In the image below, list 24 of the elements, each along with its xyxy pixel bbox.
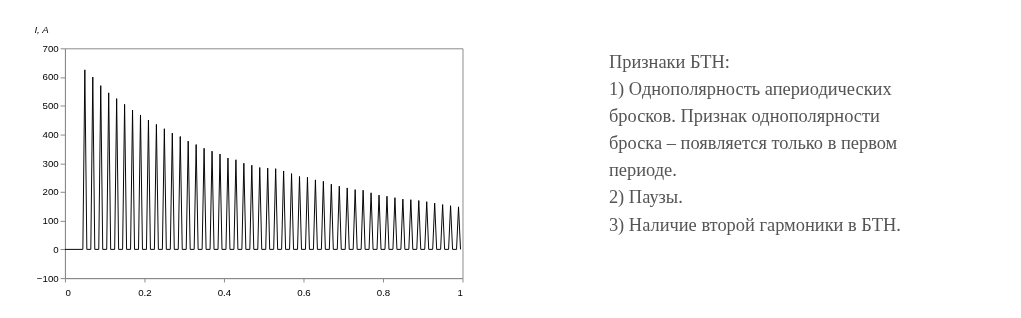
- y-tick-label: 100: [42, 215, 60, 227]
- x-tick-label: 0.8: [376, 287, 391, 299]
- y-tick-label: 0: [53, 243, 60, 255]
- y-tick-label: 600: [42, 71, 60, 83]
- text: броска – появляется только в первом: [608, 133, 898, 154]
- y-tick-label: 300: [42, 157, 60, 169]
- text: 3) Наличие второй гармоники в БТН.: [608, 214, 901, 236]
- x-tick-label: 0: [65, 287, 72, 299]
- x-tick-label: 1: [457, 287, 463, 299]
- x-tick-label: 0.2: [138, 287, 152, 299]
- y-axis-title: I, A: [34, 24, 49, 36]
- text: 2) Паузы.: [608, 187, 683, 209]
- y-tick-label: 700: [42, 42, 60, 54]
- x-tick-label: 0.4: [217, 287, 232, 299]
- line-series: [64, 69, 462, 250]
- y-tick-label: 400: [42, 128, 60, 140]
- y-tick-label: 200: [42, 186, 60, 198]
- y-tick-label: −100: [36, 272, 60, 284]
- x-tick-label: 0.6: [297, 287, 311, 299]
- text: Признаки БТН:: [608, 51, 730, 72]
- text: бросков. Признак однополярности: [608, 106, 881, 126]
- text: 1) Однополярность апериодических: [608, 78, 892, 100]
- text: периоде.: [608, 160, 677, 181]
- y-tick-label: 500: [42, 100, 60, 112]
